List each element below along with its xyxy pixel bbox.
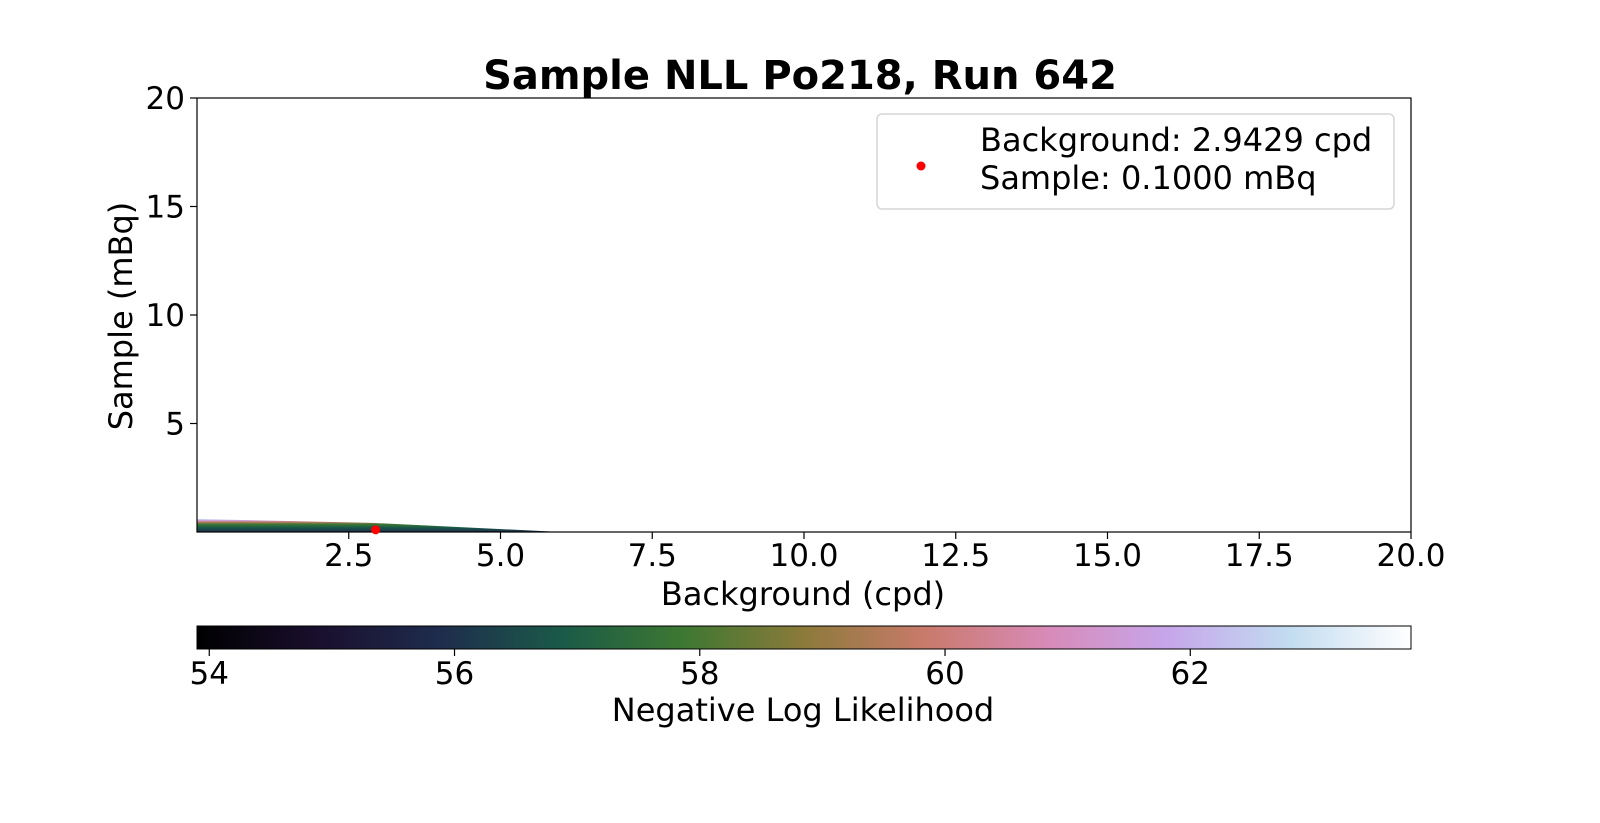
- legend-entry-sample: Sample: 0.1000 mBq: [980, 159, 1317, 197]
- colorbar-ticks: 54 56 58 60 62: [190, 649, 1210, 692]
- colorbar-tick-label: 56: [435, 656, 474, 692]
- y-axis: 5 10 15 20: [146, 81, 197, 443]
- legend-box: [876, 113, 1395, 210]
- x-tick-label: 12.5: [921, 538, 990, 574]
- x-tick-label: 15.0: [1073, 538, 1142, 574]
- y-tick-label: 20: [146, 81, 185, 117]
- colorbar-tick-label: 62: [1171, 656, 1210, 692]
- x-axis-label: Background (cpd): [661, 575, 945, 613]
- colorbar: 54 56 58 60 62 Negative Log Likelihood: [190, 625, 1412, 729]
- y-tick-label: 15: [146, 190, 185, 226]
- best-fit-marker: [371, 525, 381, 535]
- x-tick-label: 10.0: [769, 538, 838, 574]
- colorbar-tick-label: 60: [925, 656, 964, 692]
- x-tick-label: 17.5: [1225, 538, 1294, 574]
- legend-marker: [916, 161, 926, 171]
- y-tick-label: 10: [146, 298, 185, 334]
- legend-entry-background: Background: 2.9429 cpd: [980, 121, 1372, 159]
- x-axis: 2.5 5.0 7.5 10.0 12.5 15.0 17.5 20.0: [324, 532, 1446, 574]
- y-axis-label: Sample (mBq): [102, 202, 140, 431]
- y-tick-label: 5: [165, 407, 185, 443]
- nll-heatmap-band: [197, 519, 562, 532]
- colorbar-gradient: [196, 625, 1412, 650]
- chart-title: Sample NLL Po218, Run 642: [483, 53, 1117, 99]
- x-tick-label: 2.5: [324, 538, 373, 574]
- colorbar-label: Negative Log Likelihood: [612, 691, 994, 729]
- x-tick-label: 20.0: [1376, 538, 1445, 574]
- x-tick-label: 7.5: [628, 538, 677, 574]
- colorbar-tick-label: 54: [190, 656, 229, 692]
- legend: Background: 2.9429 cpd Sample: 0.1000 mB…: [876, 113, 1395, 210]
- x-tick-label: 5.0: [476, 538, 525, 574]
- colorbar-tick-label: 58: [680, 656, 719, 692]
